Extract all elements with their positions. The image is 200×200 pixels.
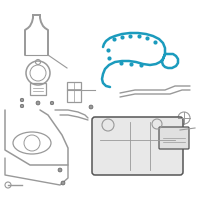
Circle shape <box>61 181 65 185</box>
Circle shape <box>36 101 40 105</box>
FancyBboxPatch shape <box>92 117 183 175</box>
Circle shape <box>20 104 24 108</box>
Bar <box>30 83 46 95</box>
FancyBboxPatch shape <box>159 127 189 149</box>
Circle shape <box>50 101 54 105</box>
Bar <box>67 82 81 102</box>
Circle shape <box>20 98 24 102</box>
Circle shape <box>58 168 62 172</box>
Circle shape <box>89 105 93 109</box>
